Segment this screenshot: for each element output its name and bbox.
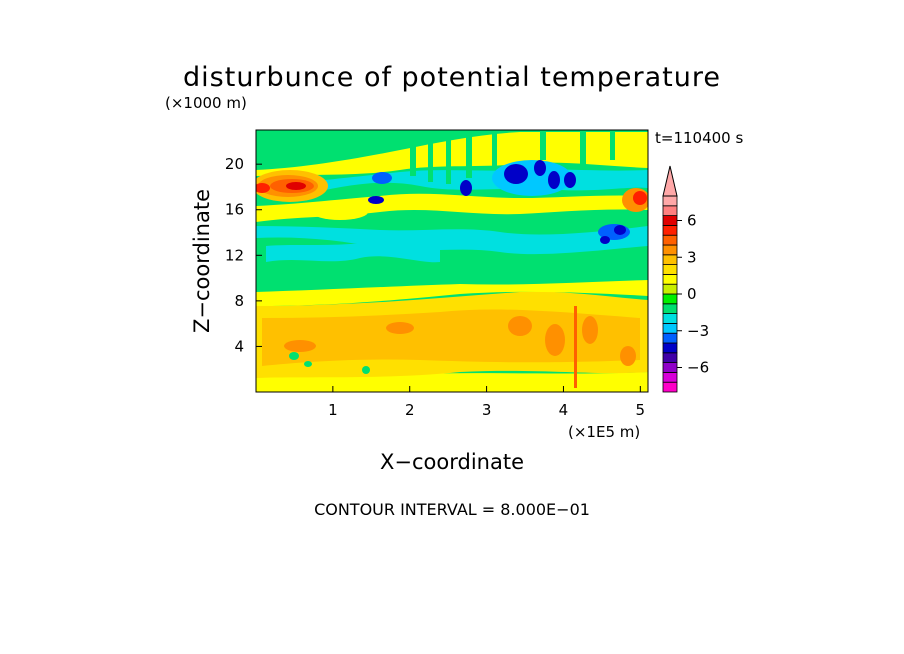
- contour-interval-label: CONTOUR INTERVAL = 8.000E−01: [314, 500, 590, 519]
- contour-patch: [368, 196, 384, 204]
- colorbar-swatch: [662, 352, 678, 363]
- chart-title: disturbunce of potential temperature: [183, 62, 721, 93]
- time-label: t=110400 s: [655, 129, 743, 147]
- colorbar-label: 6: [687, 212, 697, 230]
- contour-patch: [564, 172, 576, 188]
- colorbar-swatch: [662, 371, 678, 383]
- colorbar-swatch: [662, 313, 678, 324]
- colorbar-label: 0: [687, 285, 697, 303]
- plot-area: [255, 129, 649, 393]
- colorbar-label: −6: [687, 359, 709, 377]
- contour-band: [256, 226, 648, 255]
- colorbar-extension: [662, 165, 678, 197]
- contour-patch: [548, 171, 560, 189]
- colorbar-swatch: [662, 303, 678, 314]
- contour-patch: [534, 160, 546, 176]
- contour-band: [256, 132, 648, 176]
- contour-band: [266, 243, 440, 263]
- colorbar-label: 3: [687, 248, 697, 266]
- colorbar-swatch: [662, 283, 678, 295]
- contour-patch: [304, 361, 312, 367]
- y-tick-label: 16: [225, 201, 244, 219]
- contour-patch: [286, 182, 306, 190]
- contour-patch: [504, 164, 528, 184]
- contour-patch: [633, 191, 647, 205]
- colorbar-swatch: [662, 215, 678, 226]
- colorbar-swatch: [662, 195, 678, 207]
- contour-patch: [614, 225, 626, 235]
- contour-patch: [289, 352, 299, 360]
- y-tick-label: 4: [234, 337, 244, 355]
- colorbar-swatch: [662, 362, 678, 373]
- contour-band: [256, 130, 420, 156]
- contour-band: [262, 309, 640, 366]
- contour-patch: [372, 172, 392, 184]
- colorbar-swatch: [662, 224, 678, 236]
- colorbar-swatch: [662, 264, 678, 275]
- colorbar-labels: 6 3 0 −3 −6: [677, 212, 709, 377]
- contour-patch: [574, 306, 577, 388]
- contour-patch: [386, 322, 414, 334]
- contour-field: [256, 130, 648, 392]
- colorbar-swatch: [662, 234, 678, 246]
- contour-patch: [582, 316, 598, 344]
- contour-patch: [508, 316, 532, 336]
- y-axis: 4 8 12 16 20: [225, 155, 262, 355]
- contour-patch: [545, 324, 565, 356]
- vertical-streaks: [410, 130, 615, 184]
- y-tick-label: 12: [225, 246, 244, 264]
- colorbar: [662, 165, 678, 393]
- y-axis-label: Z−coordinate: [190, 189, 214, 333]
- colorbar-swatch: [662, 273, 678, 285]
- colorbar-swatch: [662, 322, 678, 334]
- x-tick-label: 2: [405, 401, 415, 419]
- contour-patch: [620, 346, 636, 366]
- colorbar-swatch: [662, 342, 678, 354]
- colorbar-swatch: [662, 254, 678, 266]
- y-tick-label: 20: [225, 155, 244, 173]
- contour-patch: [460, 180, 472, 196]
- contour-patch: [362, 366, 370, 374]
- contour-band: [256, 193, 648, 222]
- x-tick-label: 3: [482, 401, 492, 419]
- x-tick-label: 1: [328, 401, 338, 419]
- y-tick-label: 8: [234, 292, 244, 310]
- x-axis-label: X−coordinate: [380, 450, 524, 474]
- colorbar-swatch: [662, 205, 678, 217]
- colorbar-swatch: [662, 332, 678, 344]
- colorbar-label: −3: [687, 322, 709, 340]
- colorbar-swatch: [662, 293, 678, 305]
- y-unit-label: (×1000 m): [165, 94, 247, 112]
- plot-frame: [255, 129, 649, 393]
- x-tick-label: 4: [559, 401, 569, 419]
- x-tick-label: 5: [636, 401, 646, 419]
- contour-patch: [600, 236, 610, 244]
- colorbar-swatch: [662, 381, 678, 393]
- contour-patch: [256, 183, 270, 193]
- x-axis: 1 2 3 4 5: [328, 386, 645, 419]
- contour-patch: [284, 340, 316, 352]
- colorbar-swatch: [662, 244, 678, 256]
- contour-patch: [312, 204, 368, 220]
- contour-patch: [492, 160, 572, 196]
- contour-band: [256, 280, 648, 306]
- x-unit-label: (×1E5 m): [568, 423, 640, 441]
